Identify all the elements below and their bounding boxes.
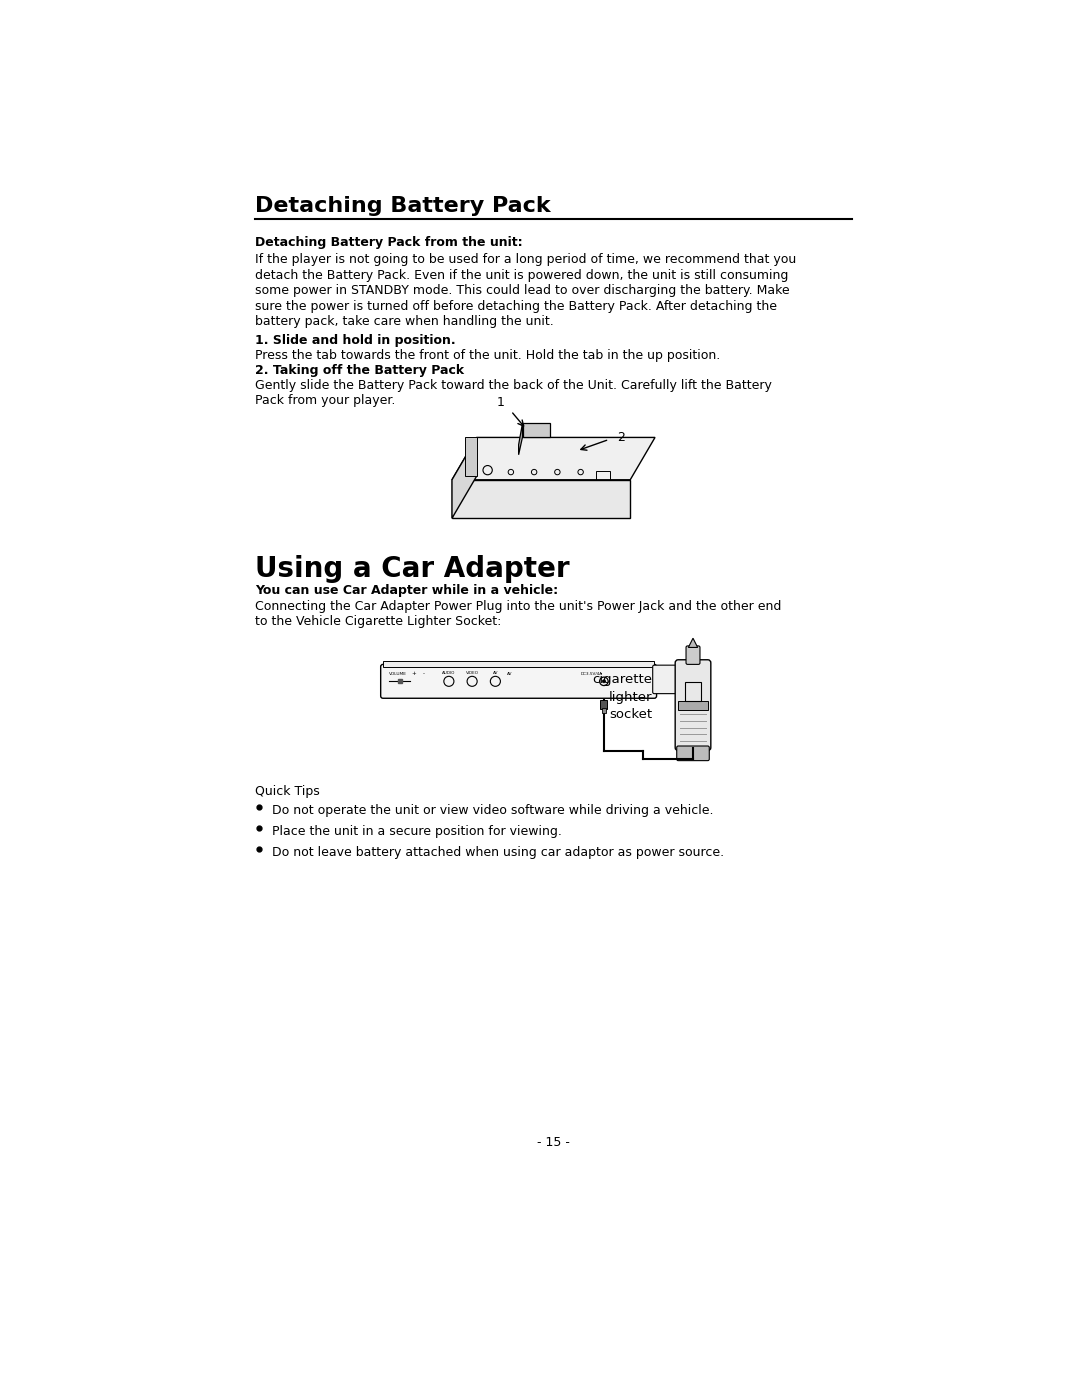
Text: Connecting the Car Adapter Power Plug into the unit's Power Jack and the other e: Connecting the Car Adapter Power Plug in… (255, 599, 782, 612)
Bar (678, 700, 707, 710)
Text: VIDEO: VIDEO (465, 671, 478, 675)
Text: Do not leave battery attached when using car adaptor as power source.: Do not leave battery attached when using… (272, 845, 725, 859)
Bar (600, 700, 607, 710)
Polygon shape (451, 437, 476, 518)
Bar (383, 661, 654, 666)
Text: VOLUME: VOLUME (389, 672, 407, 676)
Polygon shape (451, 479, 631, 518)
Text: Do not operate the unit or view video software while driving a vehicle.: Do not operate the unit or view video so… (272, 803, 714, 817)
Text: Press the tab towards the front of the unit. Hold the tab in the up position.: Press the tab towards the front of the u… (255, 349, 720, 362)
Text: If the player is not going to be used for a long period of time, we recommend th: If the player is not going to be used fo… (255, 253, 796, 265)
Text: Detaching Battery Pack from the unit:: Detaching Battery Pack from the unit: (255, 236, 523, 249)
Bar (513, 678, 527, 687)
Text: 1. Slide and hold in position.: 1. Slide and hold in position. (255, 334, 456, 348)
Bar (602, 707, 606, 712)
Text: Detaching Battery Pack: Detaching Battery Pack (255, 196, 551, 217)
Text: AV: AV (507, 672, 513, 676)
Text: - 15 -: - 15 - (537, 1136, 570, 1148)
Circle shape (603, 680, 606, 683)
FancyBboxPatch shape (652, 665, 677, 694)
Text: 2: 2 (617, 430, 625, 443)
Text: You can use Car Adapter while in a vehicle:: You can use Car Adapter while in a vehic… (255, 584, 558, 597)
FancyBboxPatch shape (686, 645, 700, 665)
Polygon shape (451, 437, 656, 479)
Text: sure the power is turned off before detaching the Battery Pack. After detaching : sure the power is turned off before deta… (255, 299, 778, 313)
FancyBboxPatch shape (380, 665, 657, 698)
FancyBboxPatch shape (677, 746, 710, 760)
Text: AUDIO: AUDIO (442, 671, 456, 675)
Text: to the Vehicle Cigarette Lighter Socket:: to the Vehicle Cigarette Lighter Socket: (255, 615, 501, 629)
Polygon shape (688, 638, 698, 647)
Text: Using a Car Adapter: Using a Car Adapter (255, 555, 570, 583)
Text: Gently slide the Battery Pack toward the back of the Unit. Carefully lift the Ba: Gently slide the Battery Pack toward the… (255, 379, 772, 393)
FancyBboxPatch shape (675, 659, 711, 750)
Bar (685, 682, 701, 701)
Polygon shape (523, 423, 550, 437)
Text: -: - (422, 671, 424, 676)
Text: Place the unit in a secure position for viewing.: Place the unit in a secure position for … (272, 824, 562, 838)
Text: Quick Tips: Quick Tips (255, 785, 320, 798)
Polygon shape (465, 437, 476, 476)
Text: battery pack, take care when handling the unit.: battery pack, take care when handling th… (255, 316, 554, 328)
Text: some power in STANDBY mode. This could lead to over discharging the battery. Mak: some power in STANDBY mode. This could l… (255, 284, 789, 298)
Text: detach the Battery Pack. Even if the unit is powered down, the unit is still con: detach the Battery Pack. Even if the uni… (255, 268, 788, 282)
Text: +: + (411, 671, 417, 676)
Text: 1: 1 (497, 395, 504, 408)
Text: 2. Taking off the Battery Pack: 2. Taking off the Battery Pack (255, 365, 464, 377)
Text: AV: AV (492, 671, 498, 675)
Text: DC3.5V/4A: DC3.5V/4A (581, 672, 603, 676)
Text: Pack from your player.: Pack from your player. (255, 394, 395, 407)
Polygon shape (518, 423, 523, 455)
Text: cigarette
lighter
socket: cigarette lighter socket (593, 673, 652, 721)
Bar (596, 471, 610, 479)
